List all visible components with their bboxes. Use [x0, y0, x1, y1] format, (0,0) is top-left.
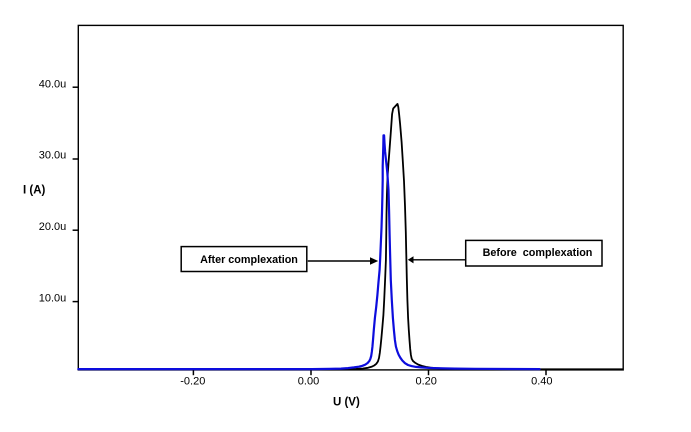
svg-text:20.0u: 20.0u: [39, 221, 67, 233]
svg-text:30.0u: 30.0u: [39, 150, 67, 162]
svg-text:10.0u: 10.0u: [39, 293, 67, 305]
svg-text:0.20: 0.20: [415, 376, 436, 388]
svg-text:After complexation: After complexation: [200, 254, 298, 266]
svg-text:-0.20: -0.20: [180, 376, 205, 388]
svg-text:0.00: 0.00: [298, 376, 319, 388]
svg-text:Before complexation: Before complexation: [483, 247, 593, 259]
svg-text:U (V): U (V): [333, 397, 360, 409]
svg-text:I (A): I (A): [23, 184, 46, 196]
svg-text:40.0u: 40.0u: [39, 79, 67, 91]
svg-text:0.40: 0.40: [531, 376, 552, 388]
